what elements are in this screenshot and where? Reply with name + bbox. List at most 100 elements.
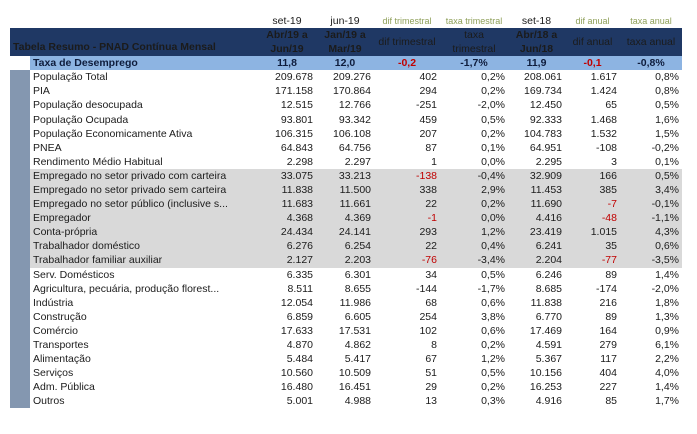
cell-value: 11,8 — [258, 56, 316, 71]
cell-value: -0,8% — [620, 56, 682, 71]
cell-value: 207 — [419, 127, 437, 140]
row-label: Agricultura, pecuária, produção florest.… — [33, 282, 220, 295]
cell-value: 0,9% — [655, 324, 679, 337]
cell-value: 11.838 — [258, 182, 316, 198]
cell-value: 12.450 — [529, 99, 562, 112]
cell-value: 34 — [425, 268, 437, 281]
cell-value: 1.532 — [590, 127, 617, 140]
cell-value: 1,2% — [440, 225, 508, 240]
row-label: Trabalhador doméstico — [30, 239, 258, 254]
cell-value: 33.213 — [316, 168, 374, 183]
cell-value: 64.756 — [338, 141, 371, 154]
table-row: Indústria 12.054 11.986 68 0,6% 11.838 216 1,8% — [10, 296, 682, 310]
cell-value: 402 — [419, 71, 437, 84]
cell-value: 16.451 — [338, 381, 371, 394]
cell-value: 0,5% — [655, 99, 679, 112]
table-row: Conta-própria 24.434 24.141 293 1,2% 23.419 1.… — [10, 225, 682, 240]
cell-value: 166 — [565, 168, 620, 183]
cell-value: 17.469 — [529, 324, 562, 337]
cell-value: 0,2% — [481, 127, 505, 140]
table-row: População Economicamente Ativa 106.315 106… — [10, 127, 682, 141]
cell-value: 67 — [425, 353, 437, 366]
cell-value: -2,0% — [651, 282, 679, 295]
cell-value: 24.141 — [316, 225, 374, 240]
row-label: Empregador — [30, 211, 258, 226]
cell-value: 0,1% — [481, 141, 505, 154]
cell-value: 33.075 — [258, 168, 316, 183]
cell-value: 35 — [565, 239, 620, 254]
table-row: Empregado no setor privado sem carteira 1… — [10, 182, 682, 198]
cell-value: 16.480 — [280, 381, 313, 394]
cell-value: 6.335 — [286, 268, 313, 281]
cell-value: 1.617 — [590, 71, 617, 84]
cell-value: 0,6% — [481, 324, 505, 337]
cell-value: 29 — [425, 381, 437, 394]
table-row: Trabalhador familiar auxiliar 2.127 2.203-… — [10, 253, 682, 268]
row-label: População Economicamente Ativa — [33, 127, 193, 140]
cell-value: 51 — [425, 367, 437, 380]
cell-value: 89 — [605, 268, 617, 281]
row-label: Outros — [33, 395, 65, 408]
table-row: Agricultura, pecuária, produção florest.… — [10, 282, 682, 296]
table-row: Rendimento Médio Habitual 2.298 2.297 1 0,0%… — [10, 155, 682, 169]
cell-value: 68 — [425, 296, 437, 309]
cell-value: 65 — [605, 99, 617, 112]
row-label: Empregado no setor público (inclusive s.… — [30, 197, 258, 212]
cell-value: 64.951 — [529, 141, 562, 154]
cell-value: 0,0% — [481, 155, 505, 168]
row-label: População Total — [33, 71, 108, 84]
header-column: Abr/19 a Jun/19 — [258, 28, 316, 57]
cell-value: 4.862 — [344, 339, 371, 352]
top-label: jun-19 — [330, 15, 360, 28]
cell-value: 10.156 — [529, 367, 562, 380]
header-column: dif trimestral — [374, 28, 440, 57]
header-column: dif anual — [565, 28, 620, 57]
cell-value: 4.591 — [535, 339, 562, 352]
top-label: set-18 — [521, 15, 552, 28]
cell-value: 93.801 — [280, 113, 313, 126]
row-label: Comércio — [33, 324, 78, 337]
cell-value: 0,5% — [481, 367, 505, 380]
cell-value: 4,0% — [655, 367, 679, 380]
cell-value: 10.560 — [280, 367, 313, 380]
header-row: Tabela Resumo - PNAD Contínua Mensal Abr/… — [10, 28, 682, 57]
cell-value: 85 — [605, 395, 617, 408]
cell-value: 0,5% — [481, 268, 505, 281]
table-row: Empregador 4.368 4.369 -1 0,0% 4.416 -48 -1,1% — [10, 211, 682, 226]
cell-value: 5.001 — [286, 395, 313, 408]
top-labels-row: set-19 jun-19 dif trimestral taxa trimestra… — [10, 14, 682, 28]
cell-value: 0,6% — [620, 239, 682, 254]
cell-value: 1,8% — [655, 296, 679, 309]
cell-value: 6.246 — [535, 268, 562, 281]
cell-value: 92.333 — [529, 113, 562, 126]
table-row: Outros 5.001 4.988 13 0,3% 4.916 85 1,7% — [10, 394, 682, 408]
header-column: Jan/19 a Mar/19 — [316, 28, 374, 57]
cell-value: 11.453 — [508, 182, 565, 198]
cell-value: -77 — [565, 253, 620, 268]
cell-value: 1,5% — [655, 127, 679, 140]
row-label: PIA — [33, 85, 50, 98]
cell-value: -2,0% — [477, 99, 505, 112]
cell-value: 2.127 — [258, 253, 316, 268]
cell-value: 3,8% — [481, 310, 505, 323]
cell-value: -48 — [565, 211, 620, 226]
row-label: Indústria — [33, 296, 74, 309]
cell-value: 23.419 — [508, 225, 565, 240]
row-label: Empregado no setor privado com carteira — [30, 168, 258, 183]
cell-value: 102 — [419, 324, 437, 337]
table-row: Serv. Domésticos 6.335 6.301 34 0,5% 6.246 89 1… — [10, 268, 682, 282]
cell-value: 32.909 — [508, 168, 565, 183]
cell-value: 12,0 — [316, 56, 374, 71]
cell-value: 1,3% — [655, 310, 679, 323]
cell-value: 4.369 — [316, 211, 374, 226]
cell-value: -174 — [595, 282, 617, 295]
cell-value: 170.864 — [333, 85, 371, 98]
row-label: Serviços — [33, 367, 74, 380]
cell-value: -76 — [374, 253, 440, 268]
cell-value: -3,5% — [620, 253, 682, 268]
cell-value: 1.468 — [590, 113, 617, 126]
cell-value: -1,1% — [620, 211, 682, 226]
cell-value: -138 — [374, 168, 440, 183]
cell-value: 6,1% — [655, 339, 679, 352]
cell-value: 1.424 — [590, 85, 617, 98]
